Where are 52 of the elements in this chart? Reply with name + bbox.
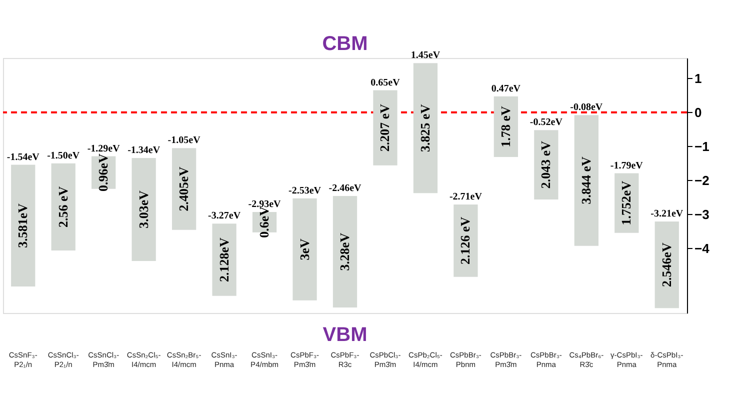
annotation: -1.79eV (610, 160, 644, 172)
data-label: 2.546eV (658, 242, 674, 288)
bar (373, 90, 398, 166)
data-label: 3.28eV (337, 232, 352, 271)
bar (574, 115, 598, 246)
annotation: 1.45eV (410, 50, 441, 62)
y-tick-label: −4 (694, 240, 710, 256)
annotation: -2.46eV (328, 183, 362, 194)
annotation: -3.27eV (208, 210, 242, 222)
data-label: 2.207 eV (377, 103, 392, 152)
bar (51, 163, 76, 250)
data-label: 3.844 eV (578, 156, 594, 204)
annotation: -0.52eV (530, 117, 564, 128)
text: VBM (322, 324, 368, 346)
annotation: -1.50eV (47, 150, 80, 162)
y-tick-label: −2 (694, 172, 710, 188)
bar (132, 158, 156, 261)
data-label: 1.78 eV (498, 105, 513, 148)
bar (413, 63, 438, 194)
bar (212, 224, 236, 296)
bar (172, 148, 196, 230)
annotation: -1.29eV (87, 143, 121, 154)
data-label: 3eV (296, 238, 312, 260)
data-label: 2.128eV (216, 236, 232, 282)
annotation: -3.21eV (650, 208, 684, 220)
bar (11, 164, 36, 287)
data-label: 3.825 eV (417, 104, 432, 152)
y-tick-label: −1 (694, 138, 710, 154)
y-tick-label: −3 (694, 206, 710, 222)
annotation: 0.65eV (370, 77, 401, 88)
data-label: 2.405eV (176, 166, 192, 212)
data-label: 2.126 eV (458, 216, 473, 265)
bar (454, 204, 478, 277)
annotation: -2.71eV (449, 192, 483, 203)
data-label: 2.56 eV (55, 186, 70, 228)
text: CBM (322, 33, 368, 55)
y-tick-label: 1 (694, 70, 702, 86)
bar (654, 222, 679, 308)
data-label: 3.03eV (136, 190, 151, 228)
bar (292, 198, 317, 300)
annotation: -1.05eV (168, 135, 202, 146)
annotation: -1.54eV (6, 152, 40, 163)
data-label: 0.96eV (96, 153, 111, 192)
annotation: -1.34eV (128, 144, 161, 156)
annotation: 0.47eV (491, 83, 522, 94)
data-label: 1.752eV (618, 180, 634, 226)
data-label: 2.043 eV (538, 140, 554, 189)
annotation: -2.53eV (288, 185, 322, 196)
bar (332, 196, 358, 308)
y-tick-label: 0 (694, 104, 702, 120)
data-label: 3.581eV (15, 202, 30, 248)
annotation: -0.08eV (570, 102, 604, 114)
